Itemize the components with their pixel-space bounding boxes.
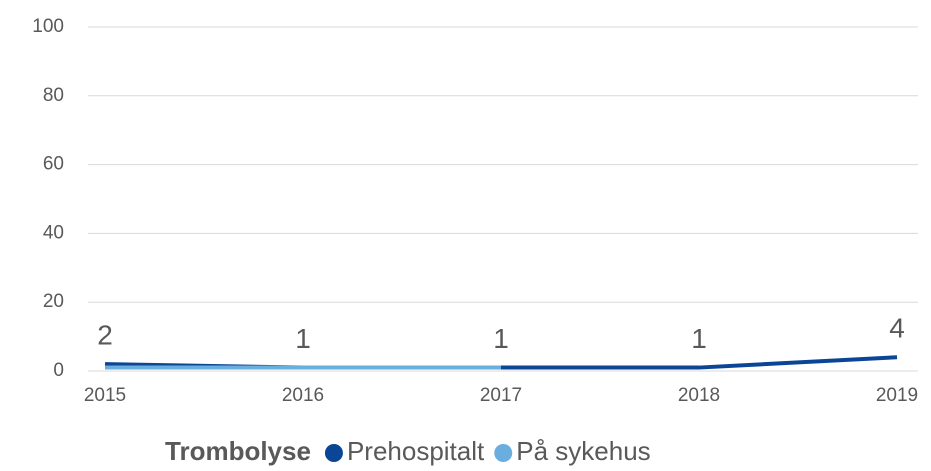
y-tick-label: 40 (43, 222, 64, 243)
y-tick-label: 20 (43, 291, 64, 312)
x-tick-label: 2017 (480, 385, 522, 406)
x-tick-label: 2015 (84, 385, 126, 406)
data-label: 2 (97, 320, 113, 351)
x-tick-label: 2019 (876, 385, 918, 406)
y-tick-label: 0 (53, 360, 64, 381)
data-label: 1 (493, 323, 509, 354)
legend-marker (324, 444, 343, 462)
y-tick-label: 60 (43, 154, 64, 175)
y-tick-label: 80 (43, 85, 64, 106)
data-label: 4 (889, 313, 905, 344)
legend-label: På sykehus (516, 436, 650, 466)
y-tick-label: 100 (32, 16, 64, 37)
legend-title: Trombolyse (165, 436, 311, 466)
data-label: 1 (295, 323, 311, 354)
legend-marker (494, 444, 513, 462)
x-tick-label: 2018 (678, 385, 720, 406)
legend-label: Prehospitalt (347, 436, 485, 466)
data-label: 1 (691, 323, 707, 354)
x-tick-label: 2016 (282, 385, 324, 406)
